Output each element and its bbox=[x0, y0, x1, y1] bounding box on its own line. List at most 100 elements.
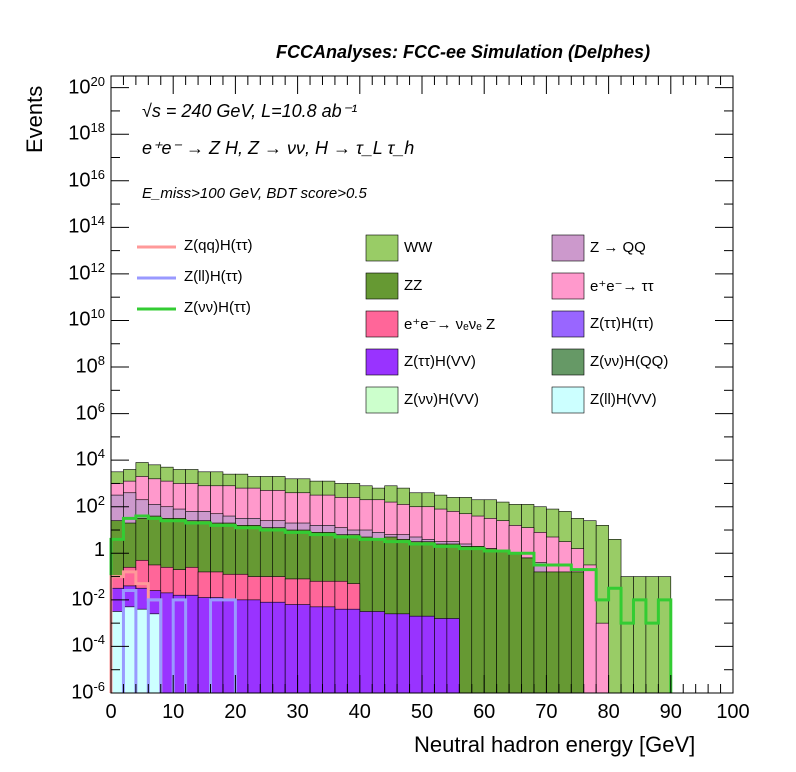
x-tick-label-9: 90 bbox=[659, 701, 682, 723]
bar-6-1 bbox=[123, 606, 137, 694]
bar-5-19 bbox=[347, 608, 361, 694]
bar-3-28 bbox=[459, 546, 473, 694]
bar-3-31 bbox=[496, 550, 510, 694]
signal-line-2 bbox=[121, 589, 237, 693]
chart-header: FCCAnalyses: FCC-ee Simulation (Delphes) bbox=[276, 42, 651, 62]
bar-6-0 bbox=[110, 611, 124, 694]
legend-swatch-1 bbox=[551, 234, 585, 262]
y-tick-label-4: 1012 bbox=[68, 259, 105, 285]
y-tick-label-9: 102 bbox=[75, 492, 105, 518]
bar-5-14 bbox=[284, 604, 298, 694]
bar-3-34 bbox=[533, 571, 547, 694]
y-tick-label-12: 10-4 bbox=[71, 632, 105, 658]
bar-5-27 bbox=[446, 618, 460, 694]
bar-5-22 bbox=[384, 613, 398, 694]
bar-3-36 bbox=[558, 571, 572, 694]
x-tick-label-5: 50 bbox=[410, 701, 434, 723]
bar-1-38 bbox=[583, 564, 597, 694]
bar-3-35 bbox=[546, 571, 560, 694]
x-tick-label-1: 10 bbox=[162, 701, 185, 723]
legend-swatch-0 bbox=[365, 234, 399, 262]
bar-0-42 bbox=[633, 576, 647, 694]
bar-5-5 bbox=[172, 594, 186, 694]
x-tick-label-6: 60 bbox=[473, 701, 496, 723]
bar-5-7 bbox=[197, 597, 211, 694]
y-tick-label-5: 1010 bbox=[68, 306, 105, 332]
legend-swatch-4 bbox=[365, 310, 399, 338]
bar-5-12 bbox=[259, 601, 274, 694]
process-label: e⁺e⁻ → Z H, Z → νν, H → τ_L τ_h bbox=[142, 138, 415, 158]
legend-label-9: Z(ll)H(VV) bbox=[590, 391, 657, 408]
legend-swatch-9 bbox=[551, 386, 585, 414]
bar-5-24 bbox=[409, 615, 423, 694]
bar-5-8 bbox=[210, 597, 224, 694]
legend-swatch-8 bbox=[365, 386, 399, 414]
bar-0-41 bbox=[620, 576, 634, 694]
legend-label-4: e⁺e⁻→ νₑνₑ Z bbox=[404, 316, 496, 333]
bar-5-21 bbox=[371, 611, 385, 694]
signal-line-0 bbox=[109, 514, 673, 693]
y-tick-label-11: 10-2 bbox=[71, 585, 105, 611]
y-tick-label-2: 1016 bbox=[68, 166, 105, 192]
bar-5-9 bbox=[222, 599, 236, 694]
bar-5-25 bbox=[421, 615, 435, 694]
x-tick-label-10: 100 bbox=[716, 701, 750, 723]
legend-label-line-2: Z(νν)H(ττ) bbox=[184, 299, 251, 316]
y-tick-label-1: 1018 bbox=[68, 120, 105, 145]
legend-swatch-5 bbox=[551, 310, 585, 338]
y-tick-label-13: 10-6 bbox=[71, 679, 105, 704]
bar-5-18 bbox=[334, 608, 348, 694]
bar-0-40 bbox=[608, 539, 622, 694]
bar-5-13 bbox=[272, 601, 286, 694]
bar-5-4 bbox=[160, 592, 174, 694]
legend-label-2: ZZ bbox=[404, 277, 423, 294]
bar-3-30 bbox=[483, 548, 497, 694]
legend-swatch-7 bbox=[551, 348, 585, 376]
bar-1-39 bbox=[595, 622, 609, 694]
y-tick-label-0: 1020 bbox=[68, 73, 105, 99]
legend-label-0: WW bbox=[404, 239, 433, 256]
bar-5-15 bbox=[297, 604, 311, 694]
bar-0-43 bbox=[645, 576, 659, 694]
x-tick-label-2: 20 bbox=[224, 701, 247, 723]
legend-label-5: Z(ττ)H(ττ) bbox=[590, 315, 654, 332]
x-tick-label-0: 0 bbox=[105, 701, 117, 723]
x-tick-label-4: 40 bbox=[348, 701, 371, 723]
legend-label-line-0: Z(qq)H(ττ) bbox=[184, 237, 253, 254]
legend-label-1: Z → QQ bbox=[590, 239, 646, 256]
y-tick-label-3: 1014 bbox=[68, 213, 105, 238]
y-tick-label-6: 108 bbox=[75, 353, 105, 378]
x-axis-title: Neutral hadron energy [GeV] bbox=[414, 732, 696, 757]
bar-6-3 bbox=[148, 613, 162, 694]
bar-5-26 bbox=[434, 618, 448, 694]
legend-swatch-3 bbox=[551, 272, 585, 300]
bar-5-10 bbox=[235, 599, 249, 694]
legend-label-7: Z(νν)H(QQ) bbox=[590, 353, 669, 370]
legend-label-line-1: Z(ll)H(ττ) bbox=[184, 268, 243, 285]
bar-5-6 bbox=[185, 594, 199, 694]
x-tick-label-7: 70 bbox=[535, 701, 558, 723]
selection-label: E_miss>100 GeV, BDT score>0.5 bbox=[142, 185, 367, 202]
bar-5-23 bbox=[396, 613, 410, 694]
bar-5-17 bbox=[322, 606, 336, 694]
y-tick-label-10: 1 bbox=[93, 539, 105, 562]
x-tick-label-3: 30 bbox=[286, 701, 309, 723]
bar-3-29 bbox=[471, 546, 485, 694]
bar-3-37 bbox=[570, 571, 585, 694]
legend-swatch-6 bbox=[365, 348, 399, 376]
bar-0-44 bbox=[658, 576, 672, 694]
bar-5-20 bbox=[359, 611, 373, 694]
energy-luminosity-label: √s = 240 GeV, L=10.8 ab⁻¹ bbox=[142, 101, 358, 121]
x-tick-label-8: 80 bbox=[597, 701, 620, 723]
bar-5-11 bbox=[247, 599, 261, 694]
legend-label-6: Z(ττ)H(VV) bbox=[404, 353, 476, 370]
legend-swatch-2 bbox=[365, 272, 399, 300]
y-tick-label-8: 104 bbox=[75, 446, 105, 471]
bar-6-2 bbox=[135, 608, 149, 694]
bar-3-33 bbox=[521, 557, 535, 694]
legend-label-8: Z(νν)H(VV) bbox=[404, 391, 479, 408]
bar-5-16 bbox=[309, 606, 323, 694]
legend-label-3: e⁺e⁻→ ττ bbox=[590, 278, 654, 295]
bar-3-32 bbox=[508, 553, 522, 694]
